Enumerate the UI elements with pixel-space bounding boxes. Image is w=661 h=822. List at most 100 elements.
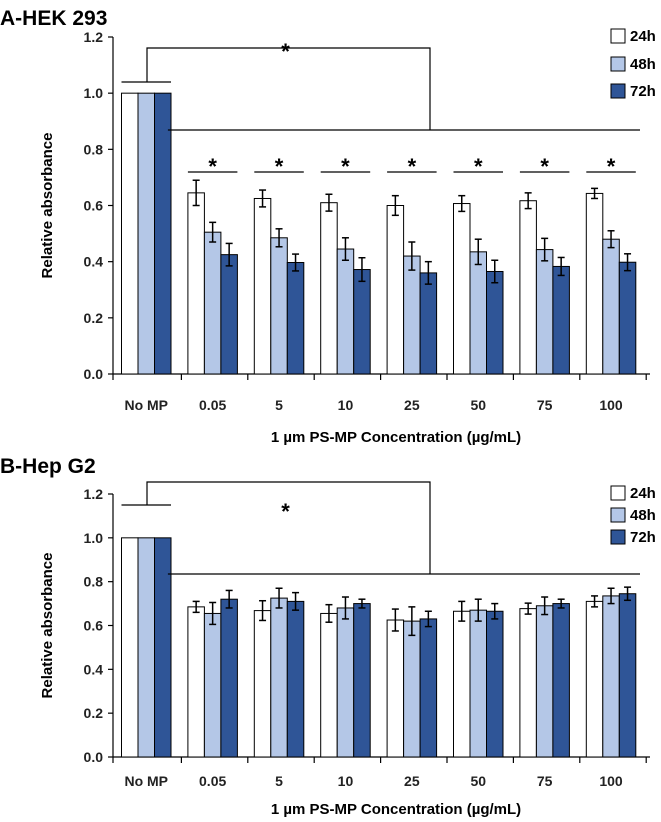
bar-24h-75 [519,608,537,758]
bar-72h-10 [353,603,371,758]
bar-72h-75 [552,265,570,375]
bar-24h-5 [253,197,272,375]
legend-label-48h: 48h [630,56,656,73]
bar-24h-25 [386,205,405,375]
x-tick-label: 100 [599,397,623,413]
bar-72h-25 [419,272,438,375]
significance-star-overall: * [281,499,290,524]
bar-72h-no-mp [154,92,172,375]
bar-48h-75 [535,605,554,758]
y-tick-label: 0.6 [84,618,104,634]
bar-24h-50 [453,610,471,758]
significance-star: * [275,154,284,179]
panel-title: A-HEK 293 [0,7,107,30]
bar-48h-75 [535,249,554,375]
significance-star: * [208,154,217,179]
bar-24h-75 [519,200,537,375]
bar-48h-0.05 [203,612,222,758]
bar-24h-25 [386,619,405,758]
significance-star-overall: * [281,39,290,64]
bar-72h-0.05 [220,254,238,375]
bar-48h-no-mp [137,537,155,758]
x-tick-label: 75 [537,773,553,789]
x-tick-label: 0.05 [199,397,226,413]
x-tick-label: 75 [537,397,553,413]
y-axis-label: Relative absorbance [39,133,56,279]
bar-24h-0.05 [187,192,205,375]
bar-72h-75 [552,603,570,758]
bar-24h-0.05 [187,606,205,758]
bar-48h-5 [270,597,288,758]
x-tick-label: 25 [404,773,420,789]
bar-24h-10 [320,202,338,375]
legend-swatch-24h [610,485,626,501]
y-tick-label: 0.2 [84,310,104,326]
bar-24h-no-mp [121,92,139,375]
x-tick-label: 5 [275,773,283,789]
bar-48h-50 [469,609,487,758]
legend-label-72h: 72h [630,83,656,100]
bar-24h-no-mp [121,537,139,758]
x-axis-label: 1 µm PS-MP Concentration (µg/mL) [271,429,521,446]
legend-label-72h: 72h [630,529,656,546]
x-tick-label: 10 [338,397,354,413]
legend-swatch-72h [610,529,626,545]
x-tick-label: 10 [338,773,354,789]
legend-swatch-48h [610,507,626,523]
legend-label-48h: 48h [630,507,656,524]
y-tick-label: 0.6 [84,198,104,214]
significance-star: * [607,154,616,179]
bar-72h-100 [618,593,637,758]
bar-72h-50 [486,270,504,375]
y-tick-label: 0.4 [84,661,104,677]
panel-title: B-Hep G2 [0,455,96,478]
significance-star: * [474,154,483,179]
x-tick-label: No MP [124,397,168,413]
overall-bracket [146,47,431,130]
bar-72h-25 [419,618,438,758]
bar-24h-50 [453,203,471,375]
bar-48h-10 [336,607,355,758]
legend-label-24h: 24h [630,485,656,502]
significance-star: * [540,154,549,179]
legend-swatch-72h [610,83,626,99]
y-tick-label: 1.2 [84,29,104,45]
bar-24h-100 [585,192,604,375]
y-tick-label: 0.2 [84,705,104,721]
x-tick-label: 0.05 [199,773,226,789]
x-tick-label: No MP [124,773,168,789]
bar-48h-25 [403,255,421,375]
bar-72h-50 [486,610,504,758]
y-tick-label: 0.4 [84,254,104,270]
x-tick-label: 50 [470,397,486,413]
bar-48h-100 [602,595,620,758]
bar-24h-5 [253,610,272,758]
chart-panel-a: A-HEK 293 0.0 0.2 0.4 0.6 0.8 1.0 1.2 No MP 0.05 5… [0,7,656,446]
legend-swatch-48h [610,56,626,72]
bar-24h-10 [320,612,338,758]
x-tick-label: 25 [404,397,420,413]
legend-swatch-24h [610,28,626,44]
bar-72h-5 [286,600,305,758]
y-axis-label: Relative absorbance [39,553,56,699]
bar-48h-no-mp [137,92,155,375]
bar-48h-25 [403,620,421,758]
bar-72h-5 [286,262,305,375]
x-tick-label: 50 [470,773,486,789]
bar-72h-no-mp [154,537,172,758]
bar-72h-100 [618,261,637,375]
y-tick-label: 1.0 [84,85,104,101]
bar-48h-10 [336,248,355,375]
y-tick-label: 0.0 [84,749,104,765]
significance-star: * [341,154,350,179]
legend-label-24h: 24h [630,28,656,45]
bar-48h-5 [270,237,288,375]
x-tick-label: 5 [275,397,283,413]
bar-48h-50 [469,251,487,375]
chart-panel-b: B-Hep G2 0.0 0.2 0.4 0.6 0.8 1.0 1.2 No MP 0.05 5 1… [0,455,656,818]
y-tick-label: 0.8 [84,141,104,157]
y-tick-label: 0.0 [84,366,104,382]
bar-24h-100 [585,600,604,758]
bar-72h-0.05 [220,598,238,758]
